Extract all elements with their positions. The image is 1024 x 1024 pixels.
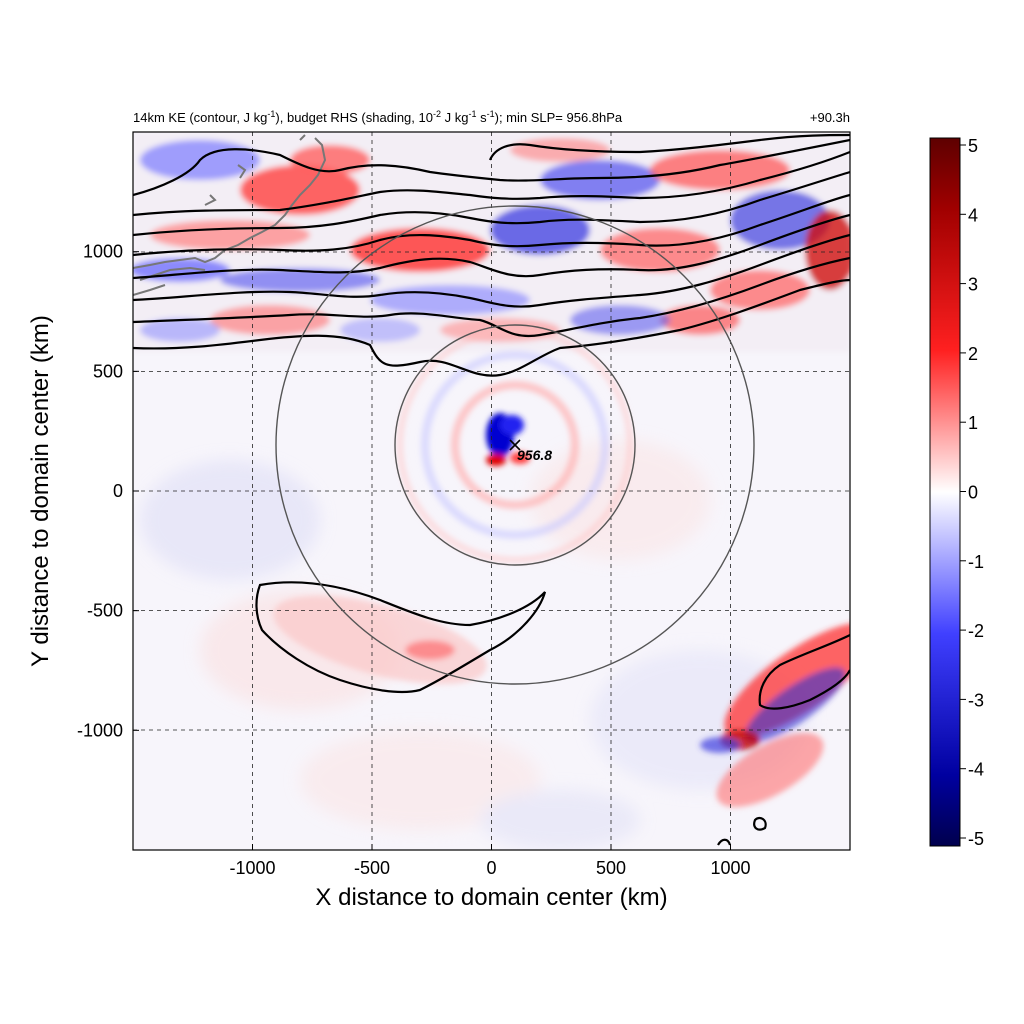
radius-ring-500 — [394, 324, 636, 566]
colorbar-tick-label: 5 — [968, 136, 978, 156]
radius-ring-1000 — [275, 205, 755, 685]
y-tick-label: 0 — [113, 481, 123, 501]
x-axis: -1000 -500 0 500 1000 — [229, 844, 751, 878]
y-tick-label: 500 — [93, 361, 123, 381]
ke-contours — [133, 133, 850, 846]
x-tick-label: -1000 — [229, 858, 275, 878]
colorbar-tick-label: 1 — [968, 413, 978, 433]
colorbar-tick-label: -2 — [968, 621, 984, 641]
colorbar-gradient — [929, 137, 961, 847]
colorbar-tick-label: 3 — [968, 275, 978, 295]
forecast-hour-label: +90.3h — [810, 110, 850, 125]
y-tick-label: -1000 — [77, 720, 123, 740]
storm-core-shading — [397, 327, 633, 563]
x-tick-label: 500 — [596, 858, 626, 878]
x-icon — [509, 439, 521, 451]
chart-title: 14km KE (contour, J kg-1), budget RHS (s… — [133, 109, 623, 125]
x-tick-label: 1000 — [710, 858, 750, 878]
y-tick-label: 1000 — [83, 242, 123, 262]
colorbar-tick-label: -1 — [968, 552, 984, 572]
y-axis: -1000 -500 0 500 1000 — [77, 242, 139, 740]
colorbar-tick-label: 2 — [968, 344, 978, 364]
x-tick-label: 0 — [486, 858, 496, 878]
y-axis-title: Y distance to domain center (km) — [27, 315, 54, 667]
jet-band-shading — [133, 132, 850, 352]
shading-field — [133, 132, 850, 850]
radius-rings — [275, 205, 755, 685]
colorbar-tick-label: -4 — [968, 760, 984, 780]
x-axis-title: X distance to domain center (km) — [315, 884, 667, 911]
colorbar-tick-label: 4 — [968, 205, 978, 225]
y-tick-label: -500 — [87, 601, 123, 621]
colorbar: 5 4 3 2 1 0 -1 -2 -3 -4 -5 — [929, 136, 984, 849]
x-tick-label: -500 — [354, 858, 390, 878]
colorbar-tick-label: 0 — [968, 483, 978, 503]
min-slp-label: 956.8 — [517, 447, 552, 463]
colorbar-tick-label: -3 — [968, 690, 984, 710]
colorbar-tick-label: -5 — [968, 829, 984, 849]
colorbar-ticks: 5 4 3 2 1 0 -1 -2 -3 -4 -5 — [960, 136, 984, 849]
